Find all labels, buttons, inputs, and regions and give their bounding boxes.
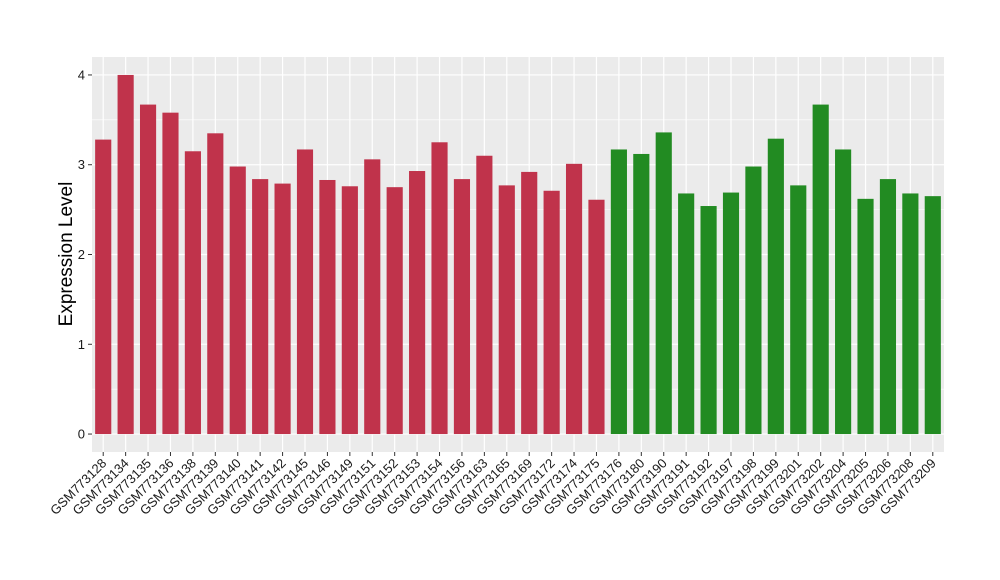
bar: [453, 179, 471, 435]
bar: [767, 138, 784, 435]
bar: [700, 206, 717, 435]
y-tick-label: 1: [78, 337, 85, 352]
bar: [655, 132, 672, 435]
bar: [252, 179, 269, 435]
bar: [498, 185, 515, 435]
bar: [207, 133, 224, 435]
bar: [95, 139, 112, 435]
bar: [790, 185, 807, 435]
y-axis: 0 1 2 3 4: [78, 67, 92, 442]
bar: [633, 153, 650, 435]
bar: [835, 149, 852, 435]
bars-group: [95, 74, 941, 435]
y-axis-title: Expression Level: [56, 182, 77, 327]
bar: [543, 190, 560, 435]
bar: [857, 198, 874, 435]
bar: [924, 196, 941, 435]
bar: [521, 171, 538, 435]
bar: [162, 112, 179, 435]
bar: [386, 187, 403, 435]
bar: [431, 142, 448, 435]
bar: [722, 192, 740, 435]
bar: [274, 183, 291, 435]
bar: [139, 104, 157, 435]
bar: [296, 149, 314, 435]
y-tick-label: 0: [78, 427, 85, 442]
bar: [117, 74, 134, 435]
bar: [565, 163, 583, 435]
bar: [745, 166, 762, 435]
bar: [879, 179, 897, 435]
x-axis: GSM773128GSM773134GSM773135GSM773136GSM7…: [47, 452, 939, 518]
bar: [364, 159, 381, 435]
bar: [678, 193, 695, 435]
y-tick-label: 2: [78, 247, 85, 262]
bar: [588, 199, 605, 435]
bar: [184, 151, 201, 435]
bar: [610, 149, 627, 435]
bar: [902, 193, 919, 435]
bar: [229, 166, 246, 435]
y-tick-label: 3: [78, 157, 85, 172]
bar: [476, 155, 493, 435]
bar: [341, 186, 358, 435]
bar: [319, 179, 336, 435]
bar: [409, 171, 426, 435]
bar: [812, 104, 829, 435]
y-tick-label: 4: [78, 67, 85, 82]
